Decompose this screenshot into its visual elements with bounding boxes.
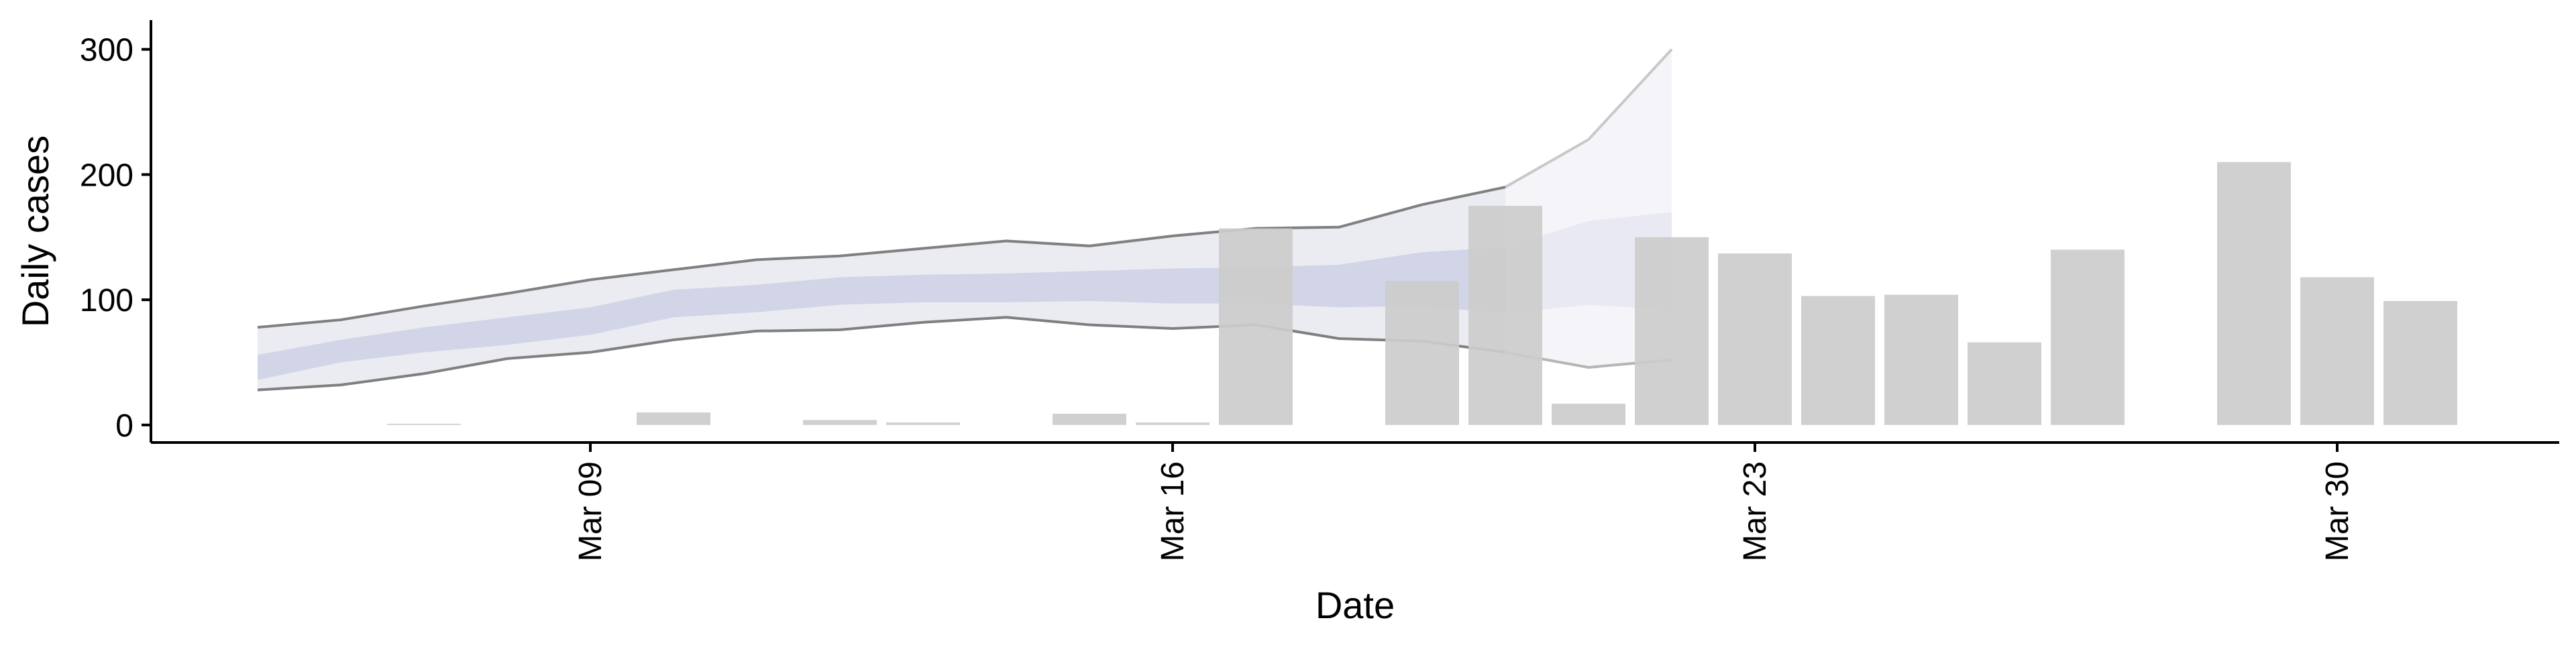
y-tick-label: 100 <box>80 283 133 318</box>
bar-mar-26 <box>1968 342 2041 425</box>
x-tick-label: Mar 30 <box>2320 461 2355 561</box>
bar-mar-19 <box>1385 281 1459 425</box>
bar-mar-25 <box>1884 294 1958 425</box>
estimate-inner-band <box>258 247 1505 380</box>
x-axis-title: Date <box>1316 584 1395 626</box>
projection-upper-line <box>1505 48 1673 188</box>
bar-mar-16 <box>1136 422 1210 425</box>
y-tick-label: 300 <box>80 33 133 68</box>
bar-mar-07 <box>387 423 461 425</box>
bar-mar-13 <box>886 422 960 425</box>
estimate-upper-line <box>257 186 1506 329</box>
x-tick-label: Mar 23 <box>1737 461 1773 561</box>
bar-mar-23 <box>1718 253 1792 425</box>
bar-mar-22 <box>1635 237 1709 425</box>
projection-inner-band <box>1505 212 1672 314</box>
estimate-lower-line <box>257 316 1506 392</box>
y-tick-label: 200 <box>80 158 133 193</box>
y-tick-label: 0 <box>115 408 133 444</box>
axes: 0 100 200 300 Mar 09 Mar 16 Mar 23 Mar 30 Date… <box>14 20 2559 626</box>
x-tick-label: Mar 09 <box>573 461 608 561</box>
x-axis-ticks: Mar 09 Mar 16 Mar 23 Mar 30 <box>573 443 2355 561</box>
bar-mar-30 <box>2300 277 2374 425</box>
bars-series <box>387 162 2457 425</box>
y-axis-ticks: 0 100 200 300 <box>80 33 151 444</box>
bar-mar-21 <box>1552 404 1625 425</box>
bar-mar-31 <box>2383 300 2457 425</box>
bar-mar-24 <box>1801 296 1875 425</box>
bar-mar-12 <box>803 420 877 425</box>
bar-mar-17 <box>1219 228 1293 425</box>
bar-mar-15 <box>1053 414 1126 425</box>
x-tick-label: Mar 16 <box>1155 461 1191 561</box>
estimate-bands <box>257 48 1673 392</box>
y-axis-title: Daily cases <box>14 135 56 327</box>
bar-mar-20 <box>1468 206 1542 425</box>
bar-mar-29 <box>2217 162 2291 425</box>
bar-mar-10 <box>637 412 710 425</box>
bar-mar-27 <box>2051 249 2125 425</box>
